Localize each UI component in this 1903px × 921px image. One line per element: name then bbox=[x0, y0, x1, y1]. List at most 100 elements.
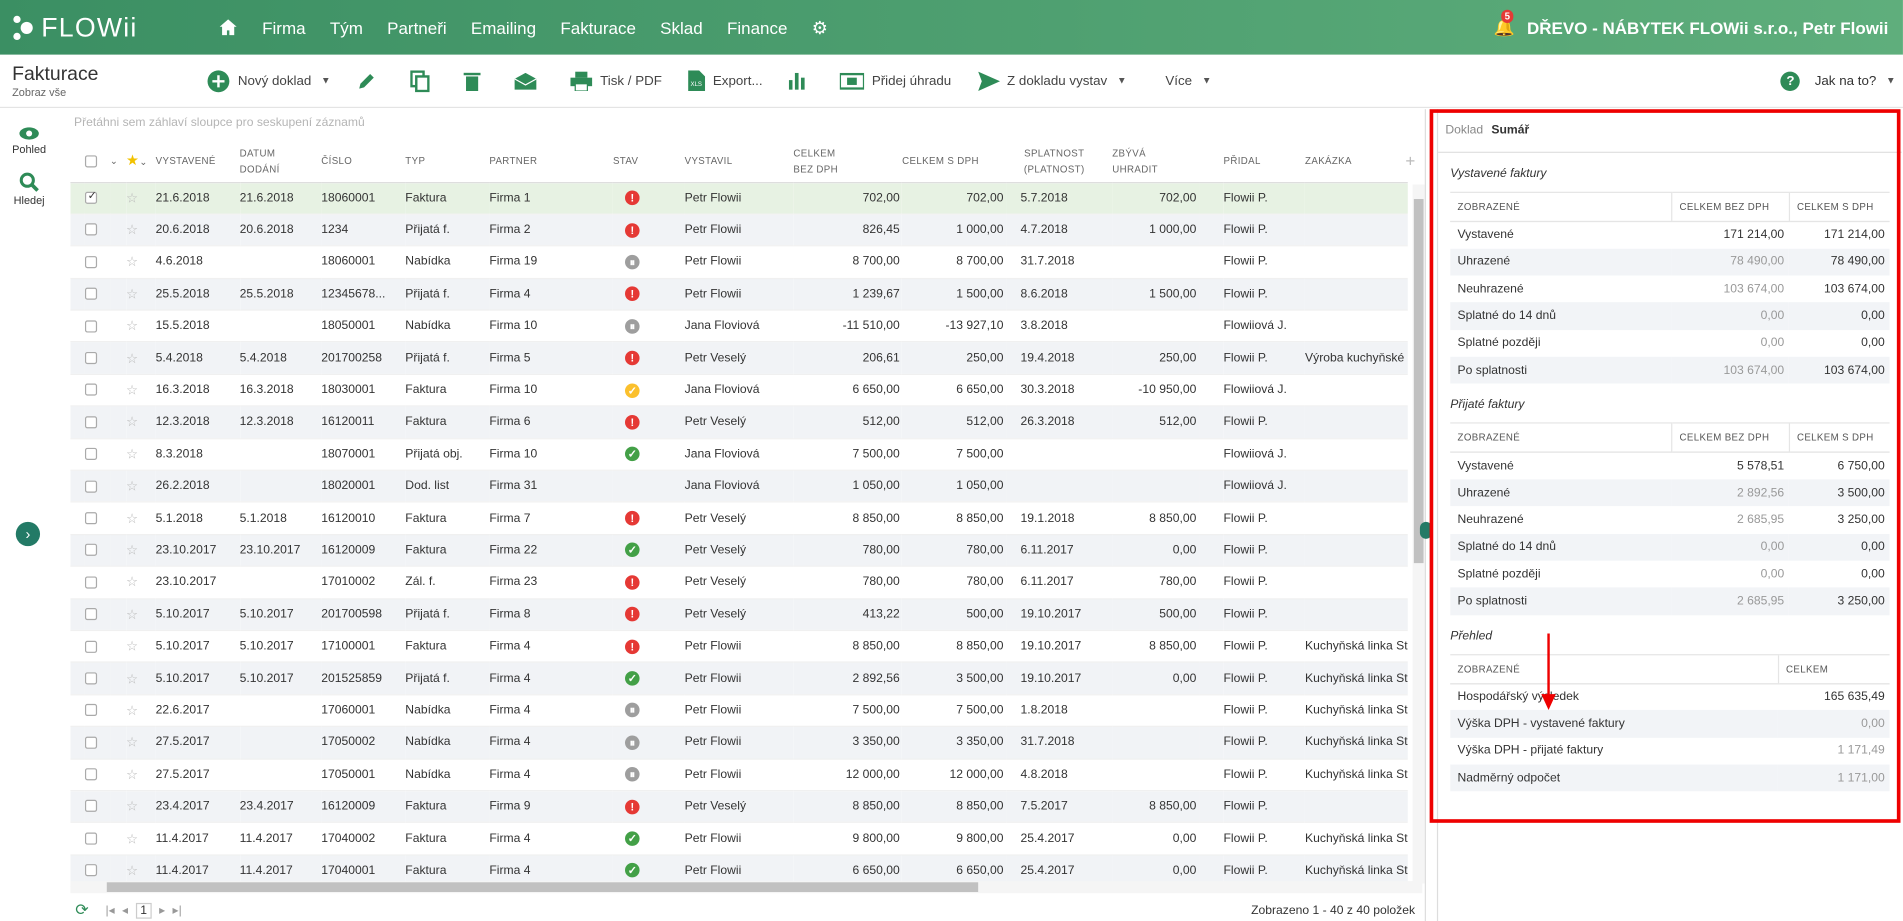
favorite-star-icon[interactable]: ☆ bbox=[125, 214, 156, 247]
table-row[interactable]: ☆ 5.10.2017 5.10.2017 201525859 Přijatá f. Fi… bbox=[70, 662, 1408, 696]
table-row[interactable]: ☆ 25.5.2018 25.5.2018 12345678... Přijatá f.… bbox=[70, 278, 1408, 311]
horizontal-scrollbar[interactable] bbox=[70, 881, 1423, 894]
col-header-number[interactable]: ČÍSLO bbox=[321, 140, 406, 183]
add-column-plus-icon[interactable]: + bbox=[1405, 150, 1416, 170]
nav-item-partneri[interactable]: Partneři bbox=[387, 17, 447, 38]
table-row[interactable]: ☆ 27.5.2017 17050002 Nabídka Firma 4 ⏸ Petr Fl… bbox=[70, 726, 1408, 760]
panel-resize-handle[interactable] bbox=[1419, 521, 1433, 539]
col-header-total-excl-vat[interactable]: CELKEM BEZ DPH bbox=[793, 140, 903, 183]
copy-button[interactable] bbox=[410, 69, 438, 92]
favorite-star-icon[interactable]: ☆ bbox=[125, 278, 156, 311]
tab-document[interactable]: Doklad bbox=[1445, 123, 1484, 138]
table-row[interactable]: ☆ 11.4.2017 11.4.2017 17040002 Faktura Firma … bbox=[70, 822, 1408, 856]
nav-item-sklad[interactable]: Sklad bbox=[660, 17, 703, 38]
col-header-due-date[interactable]: SPLATNOST (PLATNOST) bbox=[1005, 140, 1113, 183]
new-document-button[interactable]: Nový doklad ▼ bbox=[206, 69, 331, 93]
col-header-issued[interactable]: VYSTAVENÉ bbox=[155, 140, 240, 183]
table-row[interactable]: ☆ 5.10.2017 5.10.2017 17100001 Faktura Firma … bbox=[70, 630, 1408, 664]
select-all-checkbox[interactable] bbox=[85, 140, 110, 183]
view-button[interactable]: Pohled bbox=[0, 126, 58, 155]
row-checkbox[interactable] bbox=[85, 182, 110, 215]
table-row[interactable]: ☆ 12.3.2018 12.3.2018 16120011 Faktura Firma … bbox=[70, 406, 1408, 439]
email-button[interactable] bbox=[515, 72, 544, 90]
favorite-star-icon[interactable]: ☆ bbox=[125, 342, 156, 375]
notification-bell-icon[interactable]: 🔔 5 bbox=[1493, 9, 1515, 37]
table-row[interactable]: ☆ 26.2.2018 18020001 Dod. list Firma 31 Jana … bbox=[70, 470, 1408, 503]
table-row[interactable]: ☆ 5.10.2017 5.10.2017 201700598 Přijatá f. Fi… bbox=[70, 598, 1408, 632]
row-checkbox[interactable] bbox=[85, 246, 110, 279]
table-row[interactable]: ☆ 16.3.2018 16.3.2018 18030001 Faktura Firma … bbox=[70, 374, 1408, 407]
delete-button[interactable] bbox=[464, 71, 488, 91]
nav-item-finance[interactable]: Finance bbox=[726, 17, 788, 38]
nav-item-firma[interactable]: Firma bbox=[262, 17, 306, 38]
favorite-star-icon[interactable]: ☆ bbox=[125, 470, 156, 503]
row-checkbox[interactable] bbox=[85, 214, 110, 247]
table-row[interactable]: ☆ 8.3.2018 18070001 Přijatá obj. Firma 10 ✓ Ja… bbox=[70, 438, 1408, 471]
col-header-remaining[interactable]: ZBÝVÁ UHRADIT bbox=[1112, 140, 1199, 183]
table-row[interactable]: ☆ 22.6.2017 17060001 Nabídka Firma 4 ⏸ Petr Fl… bbox=[70, 694, 1408, 728]
company-user-label[interactable]: DŘEVO - NÁBYTEK FLOWii s.r.o., Petr Flow… bbox=[1526, 17, 1889, 38]
nav-item-fakturace[interactable]: Fakturace bbox=[560, 17, 636, 38]
row-checkbox[interactable] bbox=[85, 374, 110, 407]
panel-divider[interactable] bbox=[1424, 109, 1426, 921]
export-button[interactable]: XLS Export... bbox=[688, 70, 763, 92]
favorite-star-icon[interactable]: ☆ bbox=[125, 694, 156, 728]
expand-sidebar-chevron-icon[interactable]: › bbox=[15, 521, 41, 547]
first-page-icon[interactable]: |◂ bbox=[105, 903, 115, 917]
more-button[interactable]: Více ▼ bbox=[1165, 73, 1211, 88]
favorite-star-icon[interactable]: ☆ bbox=[125, 438, 156, 471]
favorite-star-icon[interactable]: ☆ bbox=[125, 790, 156, 824]
table-row[interactable]: ☆ 15.5.2018 18050001 Nabídka Firma 10 ⏸ Jana F… bbox=[70, 310, 1408, 343]
row-checkbox[interactable] bbox=[85, 534, 110, 567]
table-row[interactable]: ☆ 5.1.2018 5.1.2018 16120010 Faktura Firma 7!… bbox=[70, 502, 1408, 535]
page-number[interactable]: 1 bbox=[135, 902, 152, 919]
row-checkbox[interactable] bbox=[85, 470, 110, 503]
row-checkbox[interactable] bbox=[85, 406, 110, 439]
tab-summary[interactable]: Sumář bbox=[1491, 123, 1530, 138]
favorite-star-icon[interactable]: ☆ bbox=[125, 566, 156, 600]
chart-button[interactable] bbox=[789, 72, 813, 90]
row-checkbox[interactable] bbox=[85, 662, 110, 696]
col-header-type[interactable]: TYP bbox=[405, 140, 490, 183]
favorite-star-icon[interactable]: ☆ bbox=[125, 374, 156, 407]
col-header-partner[interactable]: PARTNER bbox=[489, 140, 613, 183]
home-icon[interactable] bbox=[206, 19, 250, 36]
row-checkbox[interactable] bbox=[85, 790, 110, 824]
favorite-star-icon[interactable]: ☆ bbox=[125, 406, 156, 439]
row-checkbox[interactable] bbox=[85, 438, 110, 471]
col-header-total-incl-vat[interactable]: CELKEM S DPH bbox=[902, 140, 1006, 183]
page-subtitle[interactable]: Zobraz vše bbox=[12, 85, 67, 98]
refresh-icon[interactable]: ⟳ bbox=[75, 900, 89, 919]
table-row[interactable]: ☆ 20.6.2018 20.6.2018 1234 Přijatá f. Firma 2… bbox=[70, 214, 1408, 247]
row-checkbox[interactable] bbox=[85, 694, 110, 728]
table-row[interactable]: ☆21.6.201821.6.201818060001FakturaFirma … bbox=[70, 182, 1408, 215]
help-button[interactable]: ? Jak na to? ▼ bbox=[1780, 70, 1903, 91]
row-checkbox[interactable] bbox=[85, 822, 110, 856]
vertical-scrollbar[interactable] bbox=[1412, 184, 1425, 884]
prev-page-icon[interactable]: ◂ bbox=[122, 903, 129, 917]
nav-item-tym[interactable]: Tým bbox=[329, 17, 363, 38]
chevron-down-icon[interactable]: ⌄ bbox=[109, 140, 126, 183]
edit-button[interactable] bbox=[357, 71, 384, 90]
row-checkbox[interactable] bbox=[85, 566, 110, 600]
table-row[interactable]: ☆ 27.5.2017 17050001 Nabídka Firma 4 ⏸ Petr Fl… bbox=[70, 758, 1408, 792]
row-checkbox[interactable] bbox=[85, 502, 110, 535]
table-row[interactable]: ☆ 5.4.2018 5.4.2018 201700258 Přijatá f. Firm… bbox=[70, 342, 1408, 375]
favorite-star-icon[interactable]: ☆ bbox=[125, 598, 156, 632]
row-checkbox[interactable] bbox=[85, 630, 110, 664]
col-header-added-by[interactable]: PŘIDAL bbox=[1223, 140, 1306, 183]
favorite-star-icon[interactable]: ☆ bbox=[125, 182, 156, 215]
row-checkbox[interactable] bbox=[85, 310, 110, 343]
add-payment-button[interactable]: Přidej úhradu bbox=[840, 72, 951, 90]
col-header-status[interactable]: STAV bbox=[612, 140, 685, 183]
row-checkbox[interactable] bbox=[85, 598, 110, 632]
favorite-star-icon[interactable]: ☆ bbox=[125, 246, 156, 279]
row-checkbox[interactable] bbox=[85, 758, 110, 792]
last-page-icon[interactable]: ▸| bbox=[172, 903, 182, 917]
favorite-star-icon[interactable]: ☆ bbox=[125, 758, 156, 792]
favorite-header-star-icon[interactable]: ★⌄ bbox=[125, 140, 156, 183]
col-header-issued-by[interactable]: VYSTAVIL bbox=[684, 140, 794, 183]
table-row[interactable]: ☆ 23.10.2017 23.10.2017 16120009 Faktura Firm… bbox=[70, 534, 1408, 567]
table-row[interactable]: ☆ 23.4.2017 23.4.2017 16120009 Faktura Firma … bbox=[70, 790, 1408, 824]
col-header-delivery-date[interactable]: DATUM DODÁNÍ bbox=[239, 140, 322, 183]
